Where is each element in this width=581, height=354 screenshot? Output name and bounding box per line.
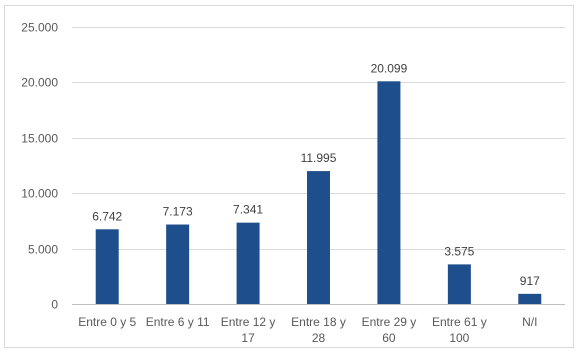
data-label: 7.173 <box>163 205 193 219</box>
x-category-label: N/I <box>522 315 537 329</box>
x-category-label: Entre 61 y 100 <box>432 315 487 345</box>
x-category-label: Entre 0 y 5 <box>78 315 136 329</box>
data-label: 6.742 <box>92 209 122 223</box>
data-label: 7.341 <box>233 203 263 217</box>
x-category-label: Entre 12 y 17 <box>221 315 276 345</box>
y-tick-label: 20.000 <box>21 76 58 90</box>
x-axis-category-labels: Entre 0 y 5 Entre 6 y 11 Entre 12 y 17 Entre… <box>78 315 537 345</box>
bar <box>307 171 330 304</box>
y-tick-label: 0 <box>51 298 58 312</box>
data-labels: 6.742 7.173 7.341 11.995 20.099 3.575 917 <box>92 61 540 288</box>
bars <box>95 81 542 305</box>
y-tick-label: 5.000 <box>28 243 58 257</box>
y-tick-label: 10.000 <box>21 187 58 201</box>
x-category-label: Entre 6 y 11 <box>146 315 210 329</box>
y-axis-tick-labels: 0 5.000 10.000 15.000 20.000 25.000 <box>21 21 58 312</box>
bar <box>95 229 119 304</box>
data-label: 11.995 <box>301 151 337 165</box>
y-tick-label: 15.000 <box>21 132 58 146</box>
data-label: 20.099 <box>371 61 408 75</box>
x-category-label: Entre 29 y 60 <box>362 315 417 345</box>
y-tick-label: 25.000 <box>21 21 58 35</box>
gridlines <box>72 27 565 305</box>
bar <box>166 224 190 304</box>
bar <box>518 293 542 304</box>
data-label: 917 <box>520 274 540 288</box>
bar <box>377 81 401 305</box>
bar <box>447 264 471 304</box>
bar <box>236 222 260 304</box>
data-label: 3.575 <box>444 244 474 258</box>
x-category-label: Entre 18 y 28 <box>291 315 346 345</box>
